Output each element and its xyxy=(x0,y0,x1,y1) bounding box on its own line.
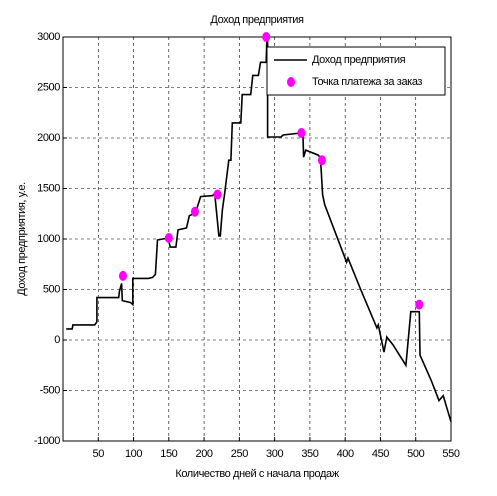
x-tick-label: 400 xyxy=(337,448,354,460)
y-tick-label: 0 xyxy=(54,334,60,346)
data-point xyxy=(164,232,173,243)
x-tick-label: 50 xyxy=(93,448,105,460)
x-axis-label: Количество дней с начала продаж xyxy=(175,468,339,480)
data-point xyxy=(415,299,424,310)
y-tick-label: -500 xyxy=(40,384,61,396)
y-axis-label: Доход предприятия, у.е. xyxy=(16,182,28,296)
legend-marker xyxy=(287,77,295,87)
plot-frame xyxy=(62,36,452,442)
data-point xyxy=(297,127,306,138)
data-point xyxy=(262,32,271,42)
x-tick-label: 100 xyxy=(125,448,142,460)
x-tick-label: 550 xyxy=(442,448,459,460)
y-tick-label: 2000 xyxy=(37,132,60,144)
y-tick-label: 1000 xyxy=(37,233,60,245)
data-point xyxy=(118,270,127,281)
data-point xyxy=(190,206,199,217)
data-point xyxy=(213,189,222,200)
x-tick-label: 500 xyxy=(407,448,424,460)
legend-label: Точка платежа за заказ xyxy=(312,76,422,88)
data-line xyxy=(66,36,452,423)
y-tick-label: 3000 xyxy=(37,31,60,43)
x-tick-label: 150 xyxy=(160,448,177,460)
x-tick-label: 300 xyxy=(266,448,283,460)
legend-label: Доход предприятия xyxy=(312,54,406,66)
y-tick-label: -1000 xyxy=(34,435,60,447)
x-tick-label: 200 xyxy=(196,448,213,460)
y-tick-label: 2500 xyxy=(37,81,60,93)
x-tick-label: 450 xyxy=(372,448,389,460)
x-tick-label: 350 xyxy=(301,448,318,460)
x-tick-label: 250 xyxy=(231,448,248,460)
y-tick-label: 1500 xyxy=(37,182,60,194)
legend-box xyxy=(266,46,446,96)
data-point xyxy=(317,155,326,166)
chart-title: Доход предприятия xyxy=(210,14,304,26)
y-tick-label: 500 xyxy=(43,283,60,295)
